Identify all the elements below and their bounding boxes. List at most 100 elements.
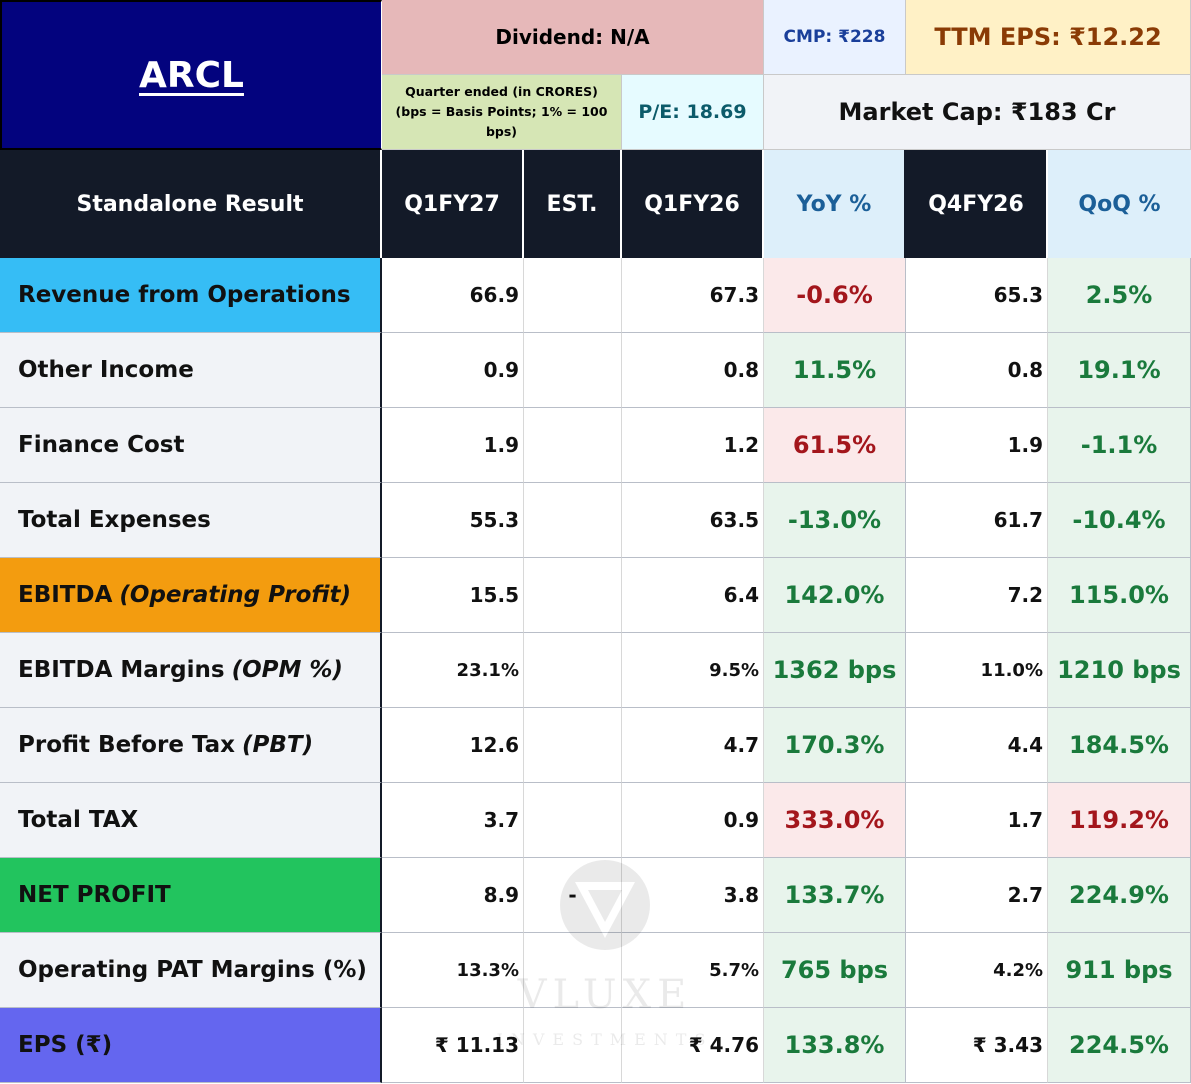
cell-est (524, 333, 622, 408)
quarter-note: Quarter ended (in CRORES) (bps = Basis P… (382, 75, 622, 150)
cell-q4fy26: 0.8 (906, 333, 1048, 408)
cell-est (524, 483, 622, 558)
cell-q1fy27: 12.6 (382, 708, 524, 783)
cell-yoy: 1362 bps (764, 633, 906, 708)
cell-q1fy27: 0.9 (382, 333, 524, 408)
cell-est (524, 558, 622, 633)
row-label: Total Expenses (0, 483, 382, 558)
cell-qoq: -1.1% (1048, 408, 1191, 483)
column-header-est: EST. (524, 150, 622, 258)
row-label: Other Income (0, 333, 382, 408)
row-label-text: Total TAX (18, 807, 139, 833)
cell-q1fy27: 15.5 (382, 558, 524, 633)
cell-est (524, 633, 622, 708)
cell-qoq: 184.5% (1048, 708, 1191, 783)
cell-q4fy26: 7.2 (906, 558, 1048, 633)
column-header-q4fy26: Q4FY26 (906, 150, 1048, 258)
cell-qoq: 224.5% (1048, 1008, 1191, 1083)
cmp-info: CMP: ₹228 (764, 0, 906, 75)
row-label: EBITDA (Operating Profit) (0, 558, 382, 633)
row-label-text: Revenue from Operations (18, 282, 351, 308)
cell-est (524, 933, 622, 1008)
cell-qoq: 224.9% (1048, 858, 1191, 933)
row-label-text: NET PROFIT (18, 882, 171, 908)
cell-qoq: 911 bps (1048, 933, 1191, 1008)
ttm-eps-info: TTM EPS: ₹12.22 (906, 0, 1191, 75)
cell-qoq: 1210 bps (1048, 633, 1191, 708)
cell-q4fy26: ₹ 3.43 (906, 1008, 1048, 1083)
column-header-label: Standalone Result (0, 150, 382, 258)
cell-q1fy26: 6.4 (622, 558, 764, 633)
cell-qoq: 19.1% (1048, 333, 1191, 408)
cell-qoq: 119.2% (1048, 783, 1191, 858)
row-label-text: Profit Before Tax (18, 732, 236, 758)
row-label-text: Other Income (18, 357, 194, 383)
cell-q1fy27: ₹ 11.13 (382, 1008, 524, 1083)
cell-q4fy26: 11.0% (906, 633, 1048, 708)
cell-q1fy26: ₹ 4.76 (622, 1008, 764, 1083)
row-label-text: Operating PAT Margins (%) (18, 957, 367, 983)
cell-yoy: 133.8% (764, 1008, 906, 1083)
ticker-title: ARCL (0, 0, 382, 150)
cell-q4fy26: 2.7 (906, 858, 1048, 933)
cell-q1fy26: 5.7% (622, 933, 764, 1008)
cell-q4fy26: 1.7 (906, 783, 1048, 858)
row-label-text: Finance Cost (18, 432, 185, 458)
cell-q4fy26: 65.3 (906, 258, 1048, 333)
cell-est: - (524, 858, 622, 933)
cell-yoy: 333.0% (764, 783, 906, 858)
cell-qoq: 115.0% (1048, 558, 1191, 633)
cell-q1fy26: 67.3 (622, 258, 764, 333)
cell-est (524, 708, 622, 783)
cell-q4fy26: 4.2% (906, 933, 1048, 1008)
cell-q1fy27: 66.9 (382, 258, 524, 333)
cell-q4fy26: 4.4 (906, 708, 1048, 783)
cell-q1fy27: 1.9 (382, 408, 524, 483)
row-label-text: EBITDA (18, 582, 113, 608)
row-label-text: EPS (₹) (18, 1032, 113, 1058)
cell-qoq: 2.5% (1048, 258, 1191, 333)
cell-est (524, 258, 622, 333)
row-label: Operating PAT Margins (%) (0, 933, 382, 1008)
cell-q1fy27: 23.1% (382, 633, 524, 708)
pe-info: P/E: 18.69 (622, 75, 764, 150)
cell-est (524, 1008, 622, 1083)
cell-est (524, 408, 622, 483)
cell-yoy: -13.0% (764, 483, 906, 558)
cell-est (524, 783, 622, 858)
cell-q1fy26: 9.5% (622, 633, 764, 708)
cell-q1fy27: 8.9 (382, 858, 524, 933)
row-label: Finance Cost (0, 408, 382, 483)
cell-q1fy26: 0.8 (622, 333, 764, 408)
column-header-q1fy27: Q1FY27 (382, 150, 524, 258)
cell-yoy: 61.5% (764, 408, 906, 483)
row-label-note: (PBT) (242, 732, 314, 758)
cell-q1fy26: 0.9 (622, 783, 764, 858)
cell-yoy: 765 bps (764, 933, 906, 1008)
row-label-text: EBITDA Margins (18, 657, 225, 683)
row-label-text: Total Expenses (18, 507, 211, 533)
column-header-yoy: YoY % (764, 150, 906, 258)
market-cap-info: Market Cap: ₹183 Cr (764, 75, 1191, 150)
cell-yoy: 142.0% (764, 558, 906, 633)
cell-yoy: 170.3% (764, 708, 906, 783)
cell-q1fy26: 4.7 (622, 708, 764, 783)
row-label: EPS (₹) (0, 1008, 382, 1083)
cell-q4fy26: 61.7 (906, 483, 1048, 558)
row-label: NET PROFIT (0, 858, 382, 933)
cell-q1fy27: 55.3 (382, 483, 524, 558)
cell-q1fy27: 13.3% (382, 933, 524, 1008)
cell-yoy: 11.5% (764, 333, 906, 408)
row-label: Revenue from Operations (0, 258, 382, 333)
ticker-text: ARCL (139, 54, 244, 96)
column-header-q1fy26: Q1FY26 (622, 150, 764, 258)
column-header-qoq: QoQ % (1048, 150, 1191, 258)
cell-yoy: -0.6% (764, 258, 906, 333)
cell-yoy: 133.7% (764, 858, 906, 933)
cell-qoq: -10.4% (1048, 483, 1191, 558)
dividend-info: Dividend: N/A (382, 0, 764, 75)
row-label: Total TAX (0, 783, 382, 858)
cell-q4fy26: 1.9 (906, 408, 1048, 483)
row-label-note: (Operating Profit) (119, 582, 352, 608)
